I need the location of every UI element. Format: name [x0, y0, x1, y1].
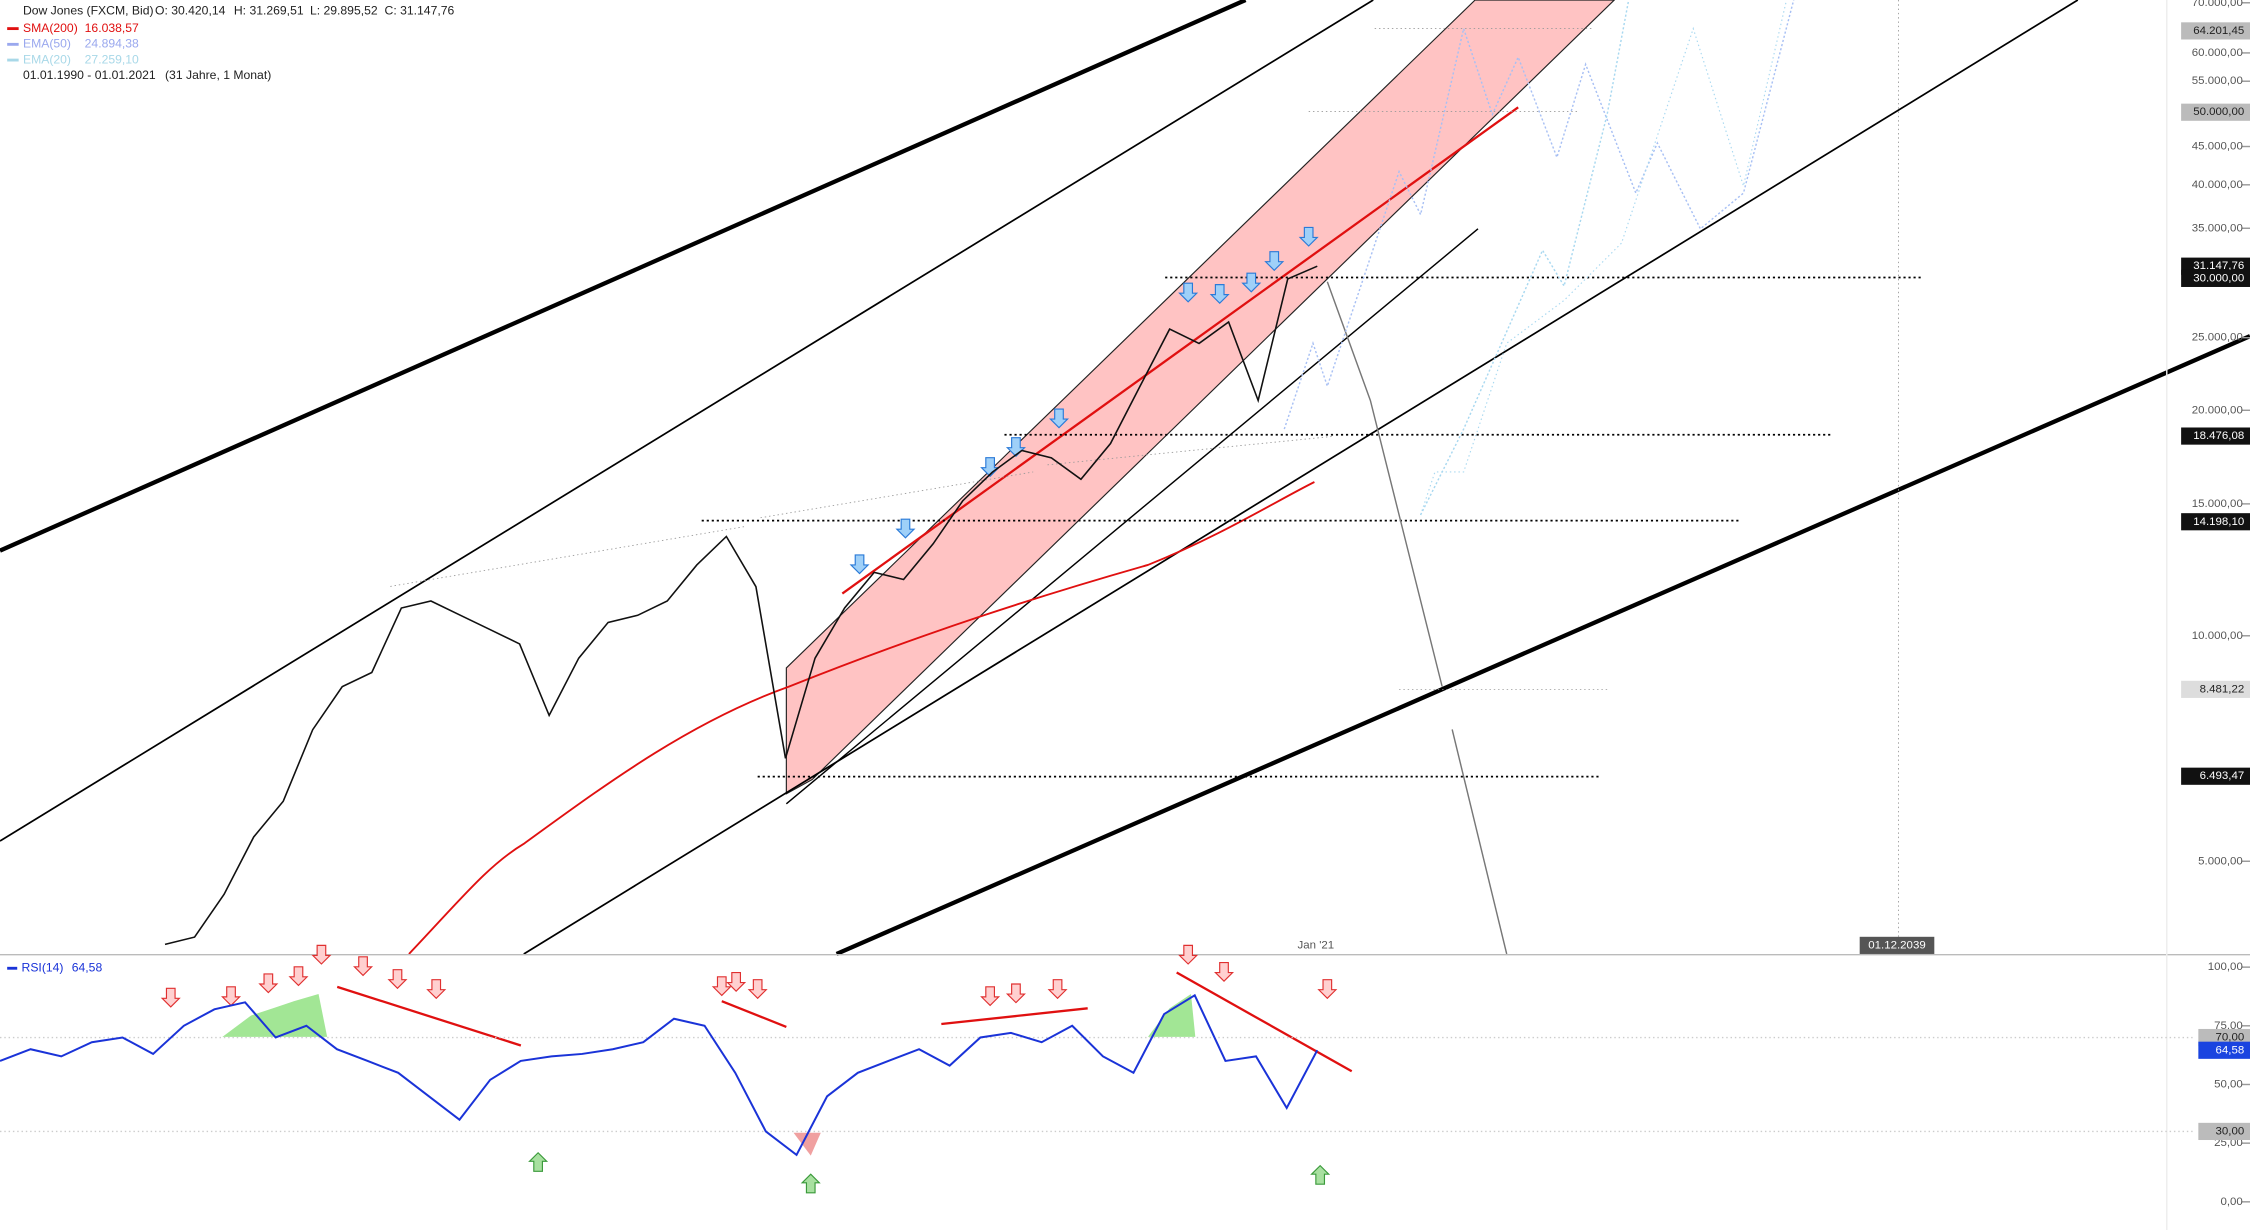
- price-marker-label: 14.198,10: [2193, 516, 2244, 528]
- y-tick-label: 55.000,00: [2192, 75, 2243, 87]
- price-marker: [2181, 269, 2250, 287]
- price-marker-label: 50.000,00: [2193, 106, 2244, 118]
- rsi-marker-label: 30,00: [2216, 1125, 2245, 1137]
- y-tick-label: 15.000,00: [2192, 498, 2243, 510]
- low: L: 29.895,52: [310, 4, 378, 18]
- legend-value: 27.259,10: [85, 52, 139, 66]
- y-tick-label: 100,00: [2208, 961, 2243, 973]
- price-marker: [2181, 103, 2250, 121]
- y-tick-label: 60.000,00: [2192, 47, 2243, 59]
- y-tick-label: 25.000,00: [2192, 332, 2243, 344]
- price-marker-label: 8.481,22: [2200, 683, 2245, 695]
- rsi-marker-label: 70,00: [2216, 1032, 2245, 1044]
- price-marker-label: 6.493,47: [2200, 770, 2245, 782]
- price-marker: [2181, 767, 2250, 785]
- date-label: 01.12.2039: [1868, 939, 1925, 951]
- period: 01.01.1990 - 01.01.2021: [23, 68, 156, 82]
- date-flag: [1859, 936, 1935, 954]
- y-tick-label: 50,00: [2214, 1079, 2243, 1091]
- high: H: 31.269,51: [234, 4, 304, 18]
- rsi-value: 64,58: [72, 960, 103, 974]
- y-tick-label: 45.000,00: [2192, 141, 2243, 153]
- y-tick-label: 70.000,00: [2192, 0, 2243, 9]
- legend-name: SMA(200): [23, 21, 78, 35]
- legend-value: 24.894,38: [85, 37, 139, 51]
- price-marker-label: 18.476,08: [2193, 430, 2244, 442]
- price-marker: [2181, 427, 2250, 445]
- span: (31 Jahre, 1 Monat): [165, 68, 271, 82]
- y-tick-label: 10.000,00: [2192, 630, 2243, 642]
- y-tick-label: 0,00: [2220, 1196, 2242, 1208]
- y-tick-label: 5.000,00: [2198, 855, 2243, 867]
- price-line: [164, 265, 1318, 946]
- price-marker: [2181, 680, 2250, 698]
- open: O: 30.420,14: [155, 4, 226, 18]
- y-tick-label: 40.000,00: [2192, 179, 2243, 191]
- rsi-marker-label: 64,58: [2216, 1044, 2245, 1056]
- price-marker: [2181, 513, 2250, 531]
- date-label: Jan '21: [1298, 939, 1335, 951]
- legend-name: EMA(50): [23, 37, 71, 51]
- price-marker: [2181, 22, 2250, 40]
- rsi-marker: [2198, 1122, 2250, 1141]
- instrument: Dow Jones (FXCM, Bid): [23, 4, 154, 18]
- rsi-name: RSI(14): [22, 960, 64, 974]
- rsi-line: [0, 993, 1319, 1157]
- price-marker-label: 31.147,76: [2193, 260, 2244, 272]
- close: C: 31.147,76: [385, 4, 455, 18]
- rsi-marker: [2198, 1041, 2250, 1059]
- y-tick-label: 20.000,00: [2192, 404, 2243, 416]
- y-tick-label: 25,00: [2214, 1137, 2243, 1149]
- legend-value: 16.038,57: [85, 21, 139, 35]
- y-tick-label: 35.000,00: [2192, 222, 2243, 234]
- price-marker-label: 30.000,00: [2193, 272, 2244, 284]
- legend: Dow Jones (FXCM, Bid) O: 30.420,14 H: 31…: [22, 4, 455, 975]
- legend-name: EMA(20): [23, 52, 71, 66]
- price-marker-label: 64.201,45: [2193, 25, 2244, 37]
- y-tick-label: 75,00: [2214, 1020, 2243, 1032]
